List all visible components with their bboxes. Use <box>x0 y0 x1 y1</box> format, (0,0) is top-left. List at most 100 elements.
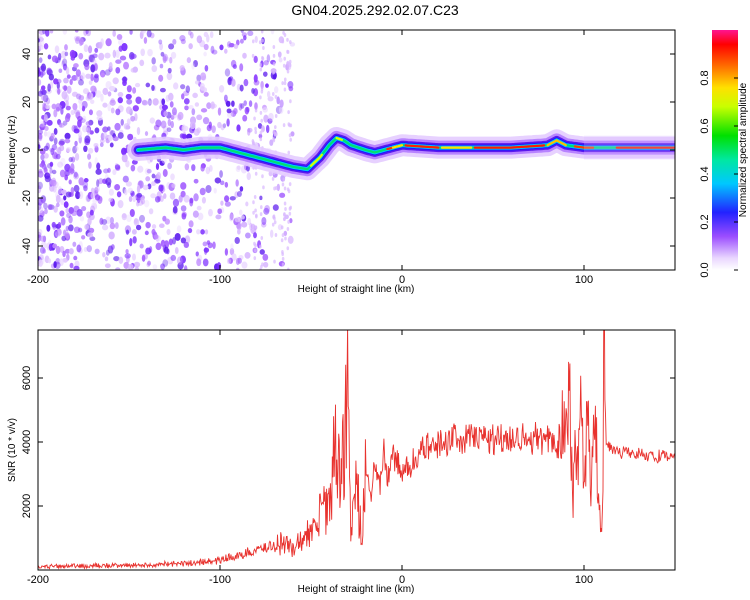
spectrogram-x-tick-label: -100 <box>209 274 231 286</box>
spectrogram-noise-blob <box>259 63 262 68</box>
spectrogram-noise-blob <box>120 119 124 126</box>
spectrogram-noise-blob <box>265 83 269 88</box>
spectrogram-noise-blob <box>131 229 137 235</box>
spectrogram-noise-blob <box>237 228 241 235</box>
spectrogram-noise-blob <box>81 205 87 212</box>
spectrogram-noise-blob <box>253 241 256 246</box>
spectrogram-noise-blob <box>89 130 94 135</box>
spectrogram-noise-blob <box>62 30 68 35</box>
spectrogram-noise-blob <box>72 102 78 111</box>
spectrogram-noise-blob <box>126 85 132 93</box>
spectrogram-noise-blob <box>108 197 113 203</box>
spectrogram-noise-blob <box>114 222 119 229</box>
spectrogram-noise-blob <box>167 118 172 127</box>
spectrogram-noise-blob <box>219 180 225 186</box>
spectrogram-noise-blob <box>260 80 264 90</box>
spectrogram-noise-blob <box>129 208 135 218</box>
spectrogram-noise-blob <box>247 128 251 136</box>
spectrogram-noise-blob <box>193 128 200 136</box>
spectrogram-noise-blob <box>243 100 247 106</box>
spectrogram-noise-blob <box>160 120 167 129</box>
spectrogram-noise-blob <box>59 169 66 178</box>
spectrogram-noise-blob <box>272 72 277 80</box>
spectrogram-noise-blob <box>245 201 249 207</box>
spectrogram-noise-blob <box>240 215 245 220</box>
spectrogram-noise-blob <box>133 261 141 268</box>
spectrogram-noise-blob <box>246 165 250 172</box>
spectrogram-noise-blob <box>40 63 47 72</box>
spectrogram-noise-blob <box>69 262 74 269</box>
spectrogram-noise-blob <box>56 202 60 208</box>
spectrogram-noise-blob <box>73 184 80 193</box>
spectrogram-noise-blob <box>193 178 199 184</box>
spectrogram-noise-blob <box>66 85 72 94</box>
spectrogram-noise-blob <box>117 199 124 209</box>
spectrogram-noise-blob <box>69 79 73 86</box>
spectrogram-noise-blob <box>109 222 116 230</box>
spectrogram-noise-blob <box>269 139 274 146</box>
spectrogram-noise-blob <box>254 171 258 176</box>
spectrogram-noise-blob <box>227 77 233 86</box>
spectrogram-noise-blob <box>38 78 42 86</box>
spectrogram-noise-blob <box>38 42 42 48</box>
spectrogram-noise-blob <box>107 167 111 173</box>
spectrogram-noise-blob <box>288 86 294 92</box>
spectrogram-noise-blob <box>38 202 42 211</box>
spectrogram-noise-blob <box>286 69 290 74</box>
spectrogram-noise-blob <box>87 232 94 238</box>
spectrogram-noise-blob <box>74 152 80 161</box>
spectrogram-noise-blob <box>210 101 215 110</box>
spectrogram-noise-blob <box>70 109 75 116</box>
spectrogram-noise-blob <box>92 198 98 204</box>
spectrogram-noise-blob <box>137 165 144 173</box>
spectrogram-noise-blob <box>280 225 284 230</box>
spectrogram-noise-blob <box>53 229 59 239</box>
spectrogram-noise-blob <box>78 79 84 86</box>
spectrogram-noise-blob <box>83 246 88 252</box>
spectrogram-noise-blob <box>81 115 87 123</box>
spectrogram-noise-blob <box>56 81 60 90</box>
spectrogram-noise-blob <box>60 157 66 167</box>
spectrogram-noise-blob <box>89 209 94 216</box>
spectrogram-noise-blob <box>163 193 167 200</box>
spectrogram-noise-blob <box>193 193 199 202</box>
spectrogram-noise-blob <box>184 105 189 111</box>
spectrogram-noise-blob <box>172 205 178 214</box>
spectrogram-noise-blob <box>70 163 75 172</box>
spectrogram-noise-blob <box>96 162 101 170</box>
spectrogram-noise-blob <box>235 39 240 46</box>
spectrogram-noise-blob <box>283 217 286 222</box>
spectrogram-noise-blob <box>140 198 146 205</box>
spectrogram-noise-blob <box>47 204 53 211</box>
spectrogram-noise-blob <box>238 102 243 111</box>
spectrogram-noise-blob <box>123 61 130 70</box>
snr-y-axis-label: SNR (10 * v/v) <box>7 418 18 482</box>
spectrogram-noise-blob <box>196 114 203 121</box>
snr-x-axis-label: Height of straight line (km) <box>298 584 415 595</box>
spectrogram-noise-blob <box>186 133 193 140</box>
spectrogram-noise-blob <box>223 94 228 102</box>
spectrogram-noise-blob <box>268 112 274 122</box>
spectrogram-y-axis-label: Frequency (Hz) <box>7 116 18 185</box>
spectrogram-x-tick-label: 0 <box>399 274 405 286</box>
spectrogram-noise-blob <box>38 228 43 235</box>
spectrogram-noise-blob <box>202 241 208 247</box>
colorbar-tick-label: 0.8 <box>699 70 711 85</box>
spectrogram-noise-blob <box>79 38 84 46</box>
spectrogram-noise-blob <box>81 105 86 112</box>
spectrogram-noise-blob <box>235 267 240 270</box>
spectrogram-noise-blob <box>139 243 144 249</box>
spectrogram-noise-blob <box>162 169 168 177</box>
spectrogram-noise-blob <box>64 138 71 144</box>
spectrogram-noise-blob <box>166 248 170 255</box>
spectrogram-noise-blob <box>261 216 267 226</box>
spectrogram-noise-blob <box>109 99 116 106</box>
spectrogram-noise-blob <box>60 198 64 206</box>
spectrogram-noise-blob <box>105 216 112 225</box>
spectrogram-noise-blob <box>59 258 64 266</box>
spectrogram-noise-blob <box>258 40 262 45</box>
spectrogram-noise-blob <box>217 121 222 129</box>
spectrogram-noise-blob <box>281 262 285 267</box>
spectrogram-noise-blob <box>229 247 235 256</box>
spectrogram-noise-blob <box>199 187 206 196</box>
